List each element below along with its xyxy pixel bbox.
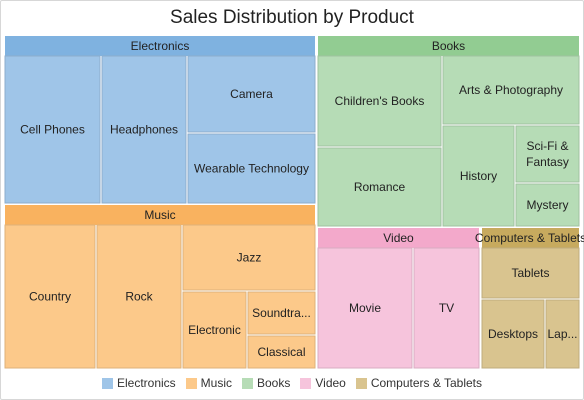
tile-label-tablets: Tablets	[511, 266, 549, 280]
group-label-books: Books	[432, 39, 465, 53]
tile-jazz	[182, 224, 316, 291]
legend-label: Electronics	[116, 376, 176, 390]
tile-label-jazz: Jazz	[237, 251, 262, 265]
tile-tablets	[481, 247, 580, 299]
tile-label-electronic: Electronic	[188, 323, 241, 337]
tile-label-soundtra: Soundtra...	[252, 306, 311, 320]
tile-classical	[247, 335, 316, 369]
legend-label: Books	[257, 376, 291, 390]
tile-tv	[413, 247, 480, 369]
group-label-music: Music	[144, 208, 175, 222]
tile-label-arts-photography: Arts & Photography	[459, 83, 563, 97]
legend-swatch	[300, 377, 312, 389]
legend-label: Music	[200, 376, 232, 390]
tile-cell-phones	[4, 55, 101, 204]
tile-label-wearable-technology: Wearable Technology	[194, 162, 309, 176]
tile-label-camera: Camera	[230, 87, 273, 101]
group-header-computers-tablets	[482, 228, 579, 248]
tile-label-history: History	[460, 169, 497, 183]
tile-label-lap: Lap...	[547, 327, 577, 341]
group-label-video: Video	[383, 231, 414, 245]
tile-lap	[545, 299, 580, 369]
legend-item-electronics[interactable]: Electronics	[101, 376, 176, 390]
tile-arts-photography	[442, 55, 580, 125]
tile-electronic	[182, 291, 247, 369]
group-label-computers-tablets: Computers & Tablets	[475, 231, 584, 245]
tile-label-movie: Movie	[349, 301, 381, 315]
tile-soundtra	[247, 291, 316, 335]
tile-rock	[96, 224, 182, 369]
treemap-chart: Electronics Cell Phones Headphones Camera We…	[4, 36, 584, 369]
legend-swatch	[185, 377, 197, 389]
tile-label-romance: Romance	[354, 180, 406, 194]
tile-label-desktops: Desktops	[488, 327, 538, 341]
legend-item-computers-tablets[interactable]: Computers & Tablets	[355, 376, 483, 390]
tile-label-rock: Rock	[125, 290, 153, 304]
tile-children-s-books	[317, 55, 442, 147]
tile-label-headphones: Headphones	[110, 123, 178, 137]
tile-headphones	[101, 55, 187, 204]
tile-label-mystery: Mystery	[527, 198, 569, 212]
tile-history	[442, 125, 515, 227]
legend-swatch	[101, 377, 113, 389]
legend-label: Video	[315, 376, 346, 390]
chart-legend: Electronics Music Books Video Computers & Ta…	[0, 375, 584, 391]
legend-label: Computers & Tablets	[370, 376, 483, 390]
tile-wearable-technology	[187, 133, 316, 204]
group-header-books	[318, 36, 579, 56]
tile-label-classical: Classical	[257, 345, 305, 359]
chart-title: Sales Distribution by Product	[170, 7, 414, 28]
legend-item-music[interactable]: Music	[185, 376, 232, 390]
tile-sci-fi-fantasy	[515, 125, 580, 183]
tile-desktops	[481, 299, 545, 369]
tile-label-children-s-books: Children's Books	[335, 94, 425, 108]
group-header-electronics	[5, 36, 315, 56]
tile-label-tv: TV	[439, 301, 454, 315]
legend-item-books[interactable]: Books	[242, 376, 290, 390]
legend-swatch	[355, 377, 367, 389]
tile-label-cell-phones: Cell Phones	[20, 123, 85, 137]
group-label-electronics: Electronics	[131, 39, 190, 53]
group-header-video	[318, 228, 479, 248]
group-header-music	[5, 205, 315, 225]
tile-label-sci-fi-fantasy: Sci-Fi & Fantasy	[526, 139, 569, 169]
tile-mystery	[515, 183, 580, 227]
tile-romance	[317, 147, 442, 227]
legend-swatch	[242, 377, 253, 389]
legend-item-video[interactable]: Video	[300, 376, 346, 390]
tile-label-country: Country	[29, 290, 71, 304]
tile-camera	[187, 55, 316, 133]
tile-country	[4, 224, 96, 369]
tile-movie	[317, 247, 413, 369]
